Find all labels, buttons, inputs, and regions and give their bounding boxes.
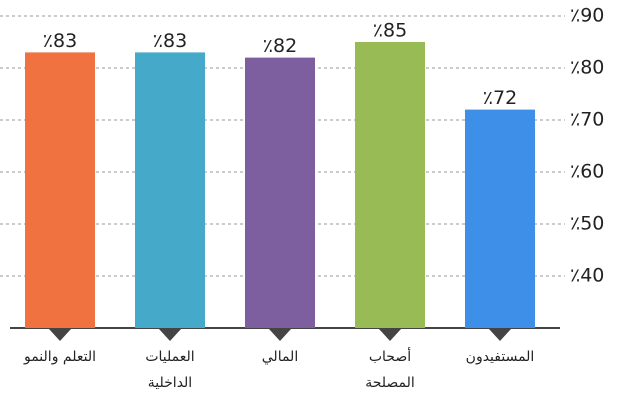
value-label: ٪72 <box>483 87 517 109</box>
y-tick-label: ٪40 <box>570 265 604 287</box>
x-tick-label: المالي <box>261 349 299 365</box>
bar <box>25 52 95 329</box>
y-tick-label: ٪70 <box>570 109 604 131</box>
marker <box>159 329 181 341</box>
value-label: ٪82 <box>263 35 297 57</box>
value-label: ٪85 <box>373 20 407 42</box>
x-tick-label: العمليات الداخلية <box>145 349 195 391</box>
x-tick-label: أصحاب المصلحة <box>365 349 415 391</box>
y-tick-label: ٪80 <box>570 57 604 79</box>
bar <box>465 109 535 328</box>
marker <box>49 329 71 341</box>
x-tick-label: التعلم والنمو <box>23 349 96 365</box>
marker <box>379 329 401 341</box>
y-tick-label: ٪60 <box>570 161 604 183</box>
y-tick-label: ٪90 <box>570 5 604 27</box>
x-tick-label: المستفيدون <box>465 349 535 365</box>
bar <box>355 42 425 328</box>
bar <box>135 52 205 329</box>
marker <box>269 329 291 341</box>
y-tick-label: ٪50 <box>570 213 604 235</box>
value-label: ٪83 <box>153 30 187 52</box>
value-label: ٪83 <box>43 30 77 52</box>
marker <box>489 329 511 341</box>
bar <box>245 57 315 328</box>
